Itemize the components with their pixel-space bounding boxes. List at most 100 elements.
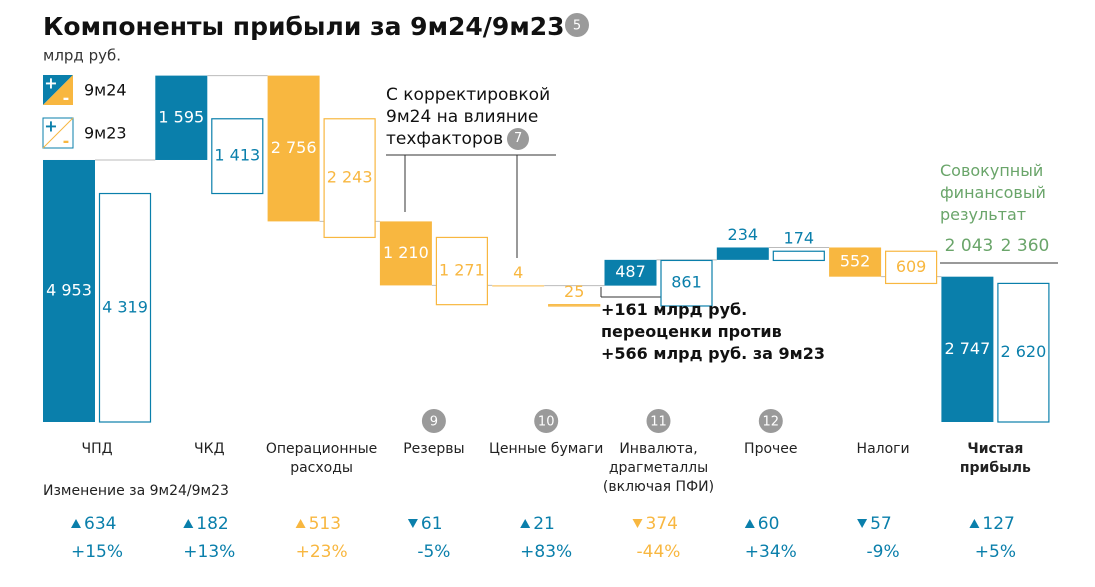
value-label: 1 210 [383, 243, 429, 262]
change-pct: -9% [867, 542, 900, 562]
title-note: 5 [573, 19, 581, 34]
category-label: Инвалюта, драгметаллы (включая ПФИ) [602, 441, 715, 495]
category-label: Резервы [403, 441, 465, 457]
change-arrow [632, 519, 643, 528]
change-arrow [969, 519, 980, 528]
value-label: 174 [784, 229, 815, 248]
bar [829, 247, 882, 277]
change-pct: +83% [520, 542, 572, 562]
value-label: 487 [615, 262, 646, 281]
bar [379, 221, 432, 286]
category-label: ЧКД [194, 441, 225, 457]
bar [267, 75, 320, 222]
note-label: 12 [763, 415, 780, 430]
change-arrow [183, 519, 194, 528]
bar [660, 259, 713, 307]
change-pct: -5% [417, 542, 450, 562]
value-label: 2 747 [944, 339, 990, 358]
category-label: Чистая прибыль [959, 441, 1031, 476]
annotation-line: 9м24 на влияние [386, 107, 539, 127]
legend-plus: + [44, 74, 57, 93]
annotation-line: +161 млрд руб. [601, 300, 748, 319]
value-label: 552 [840, 252, 871, 271]
change-value: 60 [758, 514, 780, 534]
note-badge: 7 [507, 128, 530, 150]
bar [211, 118, 264, 195]
annotation-value: 2 360 [1001, 236, 1050, 256]
category-label: Операционные расходы [265, 441, 378, 476]
change-arrow [295, 519, 306, 528]
annotation-line: Совокупный [940, 161, 1044, 180]
note-label: 10 [538, 415, 555, 430]
change-caption: Изменение за 9м24/9м23 [43, 483, 229, 499]
change-value: 513 [309, 514, 341, 534]
change-pct: -44% [637, 542, 681, 562]
annotation: Совокупный финансовый результат [940, 160, 1046, 226]
change-value: 61 [421, 514, 443, 534]
note-badge [646, 409, 671, 433]
value-label: 1 595 [158, 107, 204, 126]
change-arrow [857, 519, 868, 528]
value-label: 2 756 [271, 138, 317, 157]
legend-icon [43, 75, 73, 105]
value-label: 4 953 [46, 280, 92, 299]
subtitle: млрд руб. [43, 47, 121, 65]
change-pct: +34% [745, 542, 797, 562]
note-label: 9 [430, 415, 438, 430]
change-arrow [407, 519, 418, 528]
legend: + - 9м24 + - 9м23 [42, 74, 127, 151]
change-arrow [71, 519, 81, 528]
annotation-line: результат [940, 205, 1027, 224]
change-value: 127 [982, 514, 1014, 534]
value-label: 4 [513, 263, 523, 282]
value-label: 2 243 [327, 168, 373, 187]
value-label: 4 319 [102, 297, 148, 316]
category-label: Прочее [744, 441, 798, 457]
change-value: 634 [84, 514, 116, 534]
legend-minus: - [63, 132, 70, 151]
change-value: 21 [533, 514, 555, 534]
annotation-line: переоценки против [601, 322, 782, 341]
value-label: 234 [728, 225, 759, 244]
bar [772, 250, 825, 262]
bar [43, 159, 95, 422]
bar [548, 304, 601, 307]
change-pct: +13% [183, 542, 235, 562]
legend-minus: - [63, 89, 70, 108]
annotation-line: +566 млрд руб. за 9м23 [601, 344, 825, 363]
legend-icon [42, 117, 74, 149]
category-label: Налоги [856, 441, 910, 457]
value-label: 609 [896, 257, 927, 276]
value-label: 861 [671, 273, 702, 292]
bar [884, 250, 938, 285]
bar [716, 247, 769, 260]
change-pct: +5% [975, 542, 1016, 562]
legend-label: 9м24 [84, 81, 127, 100]
note-badge [421, 409, 446, 433]
annotation-value: 2 043 [945, 236, 994, 256]
annotation-line: финансовый [940, 183, 1046, 202]
legend-plus: + [44, 117, 57, 136]
bar [492, 285, 545, 287]
category-label: ЧПД [81, 441, 113, 457]
change-arrow [744, 519, 755, 528]
change-value: 182 [196, 514, 228, 534]
annotation: С корректировкой 9м24 на влияние техфактор… [386, 84, 550, 150]
change-pct: +23% [296, 542, 348, 562]
value-label: 2 620 [1000, 342, 1046, 361]
value-label: 1 413 [214, 146, 260, 165]
bar [435, 236, 488, 306]
bar [941, 276, 994, 422]
chart-title: Компоненты прибыли за 9м24/9м23 [43, 12, 565, 41]
annotation-line: техфакторов 7 [386, 128, 550, 150]
category-label: Ценные бумаги [488, 441, 604, 457]
bar [98, 192, 152, 423]
bar [604, 259, 657, 286]
value-label: 1 271 [439, 261, 485, 280]
note-label: 11 [650, 415, 667, 430]
bar [323, 118, 376, 239]
change-pct: +15% [71, 542, 123, 562]
change-value: 374 [646, 514, 678, 534]
